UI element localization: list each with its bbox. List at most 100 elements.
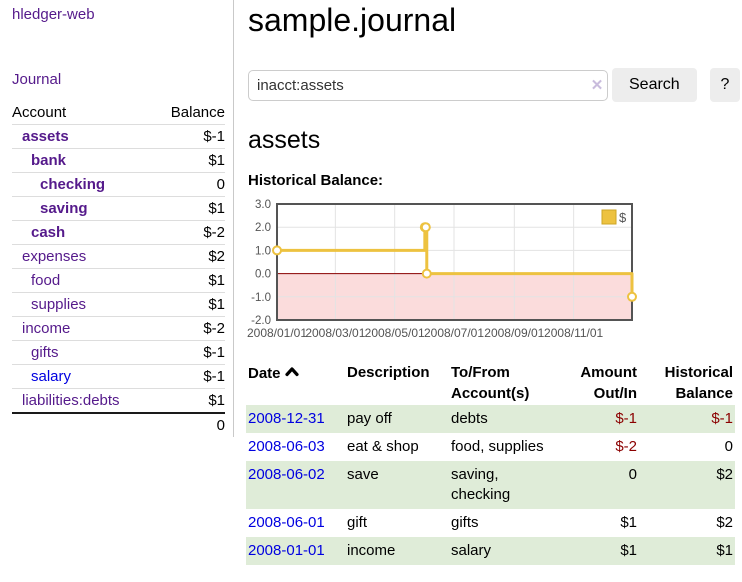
x-tick-label: 2008/09/01 (484, 326, 544, 340)
register-row[interactable]: 2008-06-02 save saving, checking 0 $2 (246, 461, 735, 509)
y-tick-label: 1.0 (255, 245, 271, 257)
register-header-date[interactable]: Date (246, 361, 345, 405)
y-tick-label: -1.0 (251, 292, 271, 304)
account-link[interactable]: salary (31, 368, 72, 385)
accounts-header-account: Account (12, 101, 154, 125)
clear-search-icon[interactable]: ✕ (590, 77, 604, 94)
historical-balance-chart: 3.0 2.0 1.0 0.0 -1.0 -2.0 2008/01/01 2008/03/01… (245, 197, 742, 349)
account-row: expenses $2 (12, 244, 225, 269)
register-cell-accounts: gifts (451, 514, 479, 531)
account-balance: $1 (153, 388, 225, 414)
help-button[interactable]: ? (710, 68, 740, 102)
register-cell-balance: 0 (724, 438, 733, 455)
account-row: checking 0 (12, 172, 225, 197)
account-balance: $1 (153, 148, 225, 173)
register-cell-accounts: salary (451, 542, 492, 559)
register-cell-balance: $1 (716, 542, 733, 559)
register-cell-accounts: debts (451, 410, 488, 427)
data-point (627, 291, 637, 302)
register-cell-description: gift (347, 514, 368, 531)
register-header-balance: Historical Balance (664, 364, 733, 402)
chart-canvas: 3.0 2.0 1.0 0.0 -1.0 -2.02008/01/012008/03/01… (247, 199, 637, 340)
accounts-balance-table: Account Balance assets $-1 bank $1 checking 0… (12, 101, 225, 437)
transaction-date-link[interactable]: 2008-12-31 (248, 410, 325, 427)
y-tick-label: 3.0 (255, 199, 271, 211)
account-balance: 0 (153, 172, 225, 197)
account-link[interactable]: liabilities:debts (22, 392, 120, 409)
register-cell-amount: $-2 (615, 438, 637, 455)
legend-label: $ (619, 210, 627, 225)
account-link[interactable]: expenses (22, 248, 87, 265)
sort-ascending-icon (284, 362, 299, 383)
data-point (421, 268, 432, 279)
account-balance: $-2 (153, 220, 225, 245)
register-cell-description: income (347, 542, 396, 559)
transaction-date-link[interactable]: 2008-06-03 (248, 438, 325, 455)
account-balance: $-1 (153, 124, 225, 149)
data-point (272, 245, 282, 256)
transaction-date-link[interactable]: 2008-06-01 (248, 514, 325, 531)
register-cell-amount: $-1 (615, 410, 637, 427)
register-cell-description: pay off (347, 410, 392, 427)
register-header-date-label: Date (248, 365, 281, 382)
account-heading: assets (248, 126, 321, 154)
account-balance: $-1 (153, 340, 225, 365)
account-link[interactable]: gifts (31, 344, 59, 361)
search-button[interactable]: Search (612, 68, 697, 102)
search-input[interactable] (248, 70, 608, 101)
y-tick-label: 0.0 (255, 269, 271, 281)
register-cell-description: eat & shop (347, 438, 419, 455)
register-row[interactable]: 2008-06-01 gift gifts $1 $2 (246, 509, 735, 537)
transaction-date-link[interactable]: 2008-01-01 (248, 542, 325, 559)
sidebar-item-journal[interactable]: Journal (12, 71, 62, 88)
account-row: bank $1 (12, 148, 225, 173)
register-cell-date: 2008-06-03 (246, 433, 345, 461)
accounts-total-value: 0 (153, 412, 225, 437)
accounts-total-spacer (12, 412, 154, 437)
register-cell-amount: $1 (620, 542, 637, 559)
x-tick-label: 2008/05/01 (365, 326, 425, 340)
register-cell-accounts: food, supplies (451, 438, 544, 455)
page-title: sample.journal (248, 2, 457, 38)
accounts-total-row: 0 (12, 412, 225, 437)
account-row: supplies $1 (12, 292, 225, 317)
chart-title: Historical Balance: (248, 172, 384, 189)
account-balance: $1 (153, 196, 225, 221)
account-balance: $1 (153, 292, 225, 317)
account-row: income $-2 (12, 316, 225, 341)
register-cell-date: 2008-01-01 (246, 537, 345, 565)
x-tick-label: 2008/11/01 (544, 326, 603, 340)
register-cell-amount: 0 (628, 466, 637, 483)
register-row[interactable]: 2008-01-01 income salary $1 $1 (246, 537, 735, 565)
register-row[interactable]: 2008-06-03 eat & shop food, supplies $-2 0 (246, 433, 735, 461)
account-row: saving $1 (12, 196, 225, 221)
plot-border (276, 203, 633, 321)
transaction-date-link[interactable]: 2008-06-02 (248, 466, 325, 483)
account-row: gifts $-1 (12, 340, 225, 365)
register-row[interactable]: 2008-12-31 pay off debts $-1 $-1 (246, 405, 735, 433)
y-tick-label: 2.0 (255, 222, 271, 234)
app-brand-link[interactable]: hledger-web (12, 6, 95, 23)
account-link[interactable]: bank (31, 152, 67, 169)
x-tick-label: 2008/01/01 (247, 326, 307, 340)
account-row: salary $-1 (12, 364, 225, 389)
register-cell-date: 2008-06-01 (246, 509, 345, 537)
account-link[interactable]: checking (40, 176, 106, 193)
register-table: Date Description To/From Account(s) Amou… (246, 361, 735, 565)
register-header-accounts: To/From Account(s) (451, 364, 530, 402)
account-link[interactable]: cash (31, 224, 66, 241)
account-link[interactable]: supplies (31, 296, 87, 313)
x-tick-label: 2008/07/01 (424, 326, 484, 340)
data-point (420, 222, 431, 233)
account-link[interactable]: assets (22, 128, 69, 145)
x-tick-label: 2008/03/01 (305, 326, 365, 340)
y-tick-label: -2.0 (251, 315, 271, 327)
account-link[interactable]: income (22, 320, 71, 337)
register-cell-balance: $-1 (711, 410, 733, 427)
register-cell-description: save (347, 466, 379, 483)
legend-swatch (601, 209, 617, 225)
account-link[interactable]: saving (40, 200, 88, 217)
register-header-description: Description (347, 364, 430, 381)
account-link[interactable]: food (31, 272, 61, 289)
